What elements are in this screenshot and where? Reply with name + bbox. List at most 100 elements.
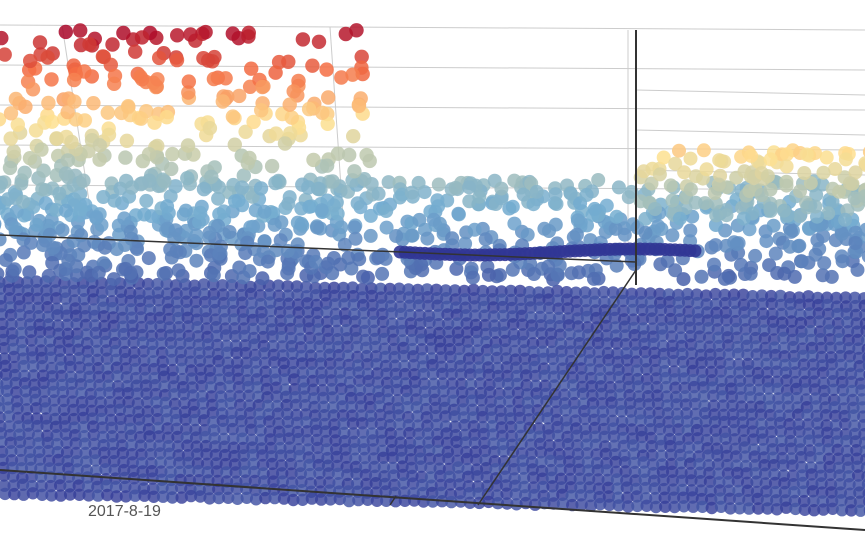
scatter-point[interactable]: [534, 446, 547, 459]
scatter-point[interactable]: [73, 361, 86, 374]
scatter-point[interactable]: [834, 226, 849, 241]
scatter-point[interactable]: [808, 199, 823, 214]
scatter-point[interactable]: [782, 221, 797, 236]
scatter-point[interactable]: [729, 450, 743, 463]
scatter-point[interactable]: [362, 153, 377, 169]
scatter-point[interactable]: [239, 346, 253, 360]
scatter-point[interactable]: [612, 499, 625, 512]
scatter-point[interactable]: [210, 321, 223, 334]
scatter-point[interactable]: [842, 176, 857, 191]
scatter-point[interactable]: [683, 223, 698, 238]
scatter-point[interactable]: [778, 477, 791, 490]
scatter-point[interactable]: [404, 228, 419, 243]
scatter-point[interactable]: [403, 299, 416, 312]
scatter-point[interactable]: [210, 465, 224, 478]
scatter-point[interactable]: [500, 487, 513, 500]
scatter-point[interactable]: [333, 492, 346, 506]
scatter-point[interactable]: [554, 328, 567, 341]
scatter-point[interactable]: [807, 358, 820, 371]
scatter-point[interactable]: [38, 385, 51, 398]
scatter-point[interactable]: [0, 175, 8, 191]
scatter-point[interactable]: [313, 476, 327, 489]
scatter-point[interactable]: [296, 357, 309, 370]
scatter-point[interactable]: [603, 498, 616, 512]
scatter-point[interactable]: [181, 439, 194, 452]
scatter-point[interactable]: [218, 71, 233, 86]
scatter-point[interactable]: [319, 62, 334, 77]
scatter-point[interactable]: [35, 182, 50, 197]
scatter-point[interactable]: [741, 348, 754, 361]
scatter-point[interactable]: [128, 44, 143, 59]
scatter-point[interactable]: [24, 461, 38, 474]
scatter-point[interactable]: [245, 423, 258, 436]
scatter-point[interactable]: [719, 180, 734, 195]
scatter-point[interactable]: [159, 110, 174, 125]
scatter-point[interactable]: [393, 290, 406, 303]
scatter-point[interactable]: [837, 393, 850, 406]
scatter-point[interactable]: [803, 434, 816, 447]
scatter-point[interactable]: [708, 196, 723, 211]
scatter-point[interactable]: [179, 413, 192, 426]
scatter-point[interactable]: [732, 347, 745, 361]
scatter-point[interactable]: [236, 432, 249, 445]
scatter-point[interactable]: [232, 88, 247, 104]
scatter-point[interactable]: [608, 221, 623, 236]
scatter-point[interactable]: [300, 416, 313, 429]
scatter-point[interactable]: [652, 167, 667, 182]
scatter-point[interactable]: [503, 395, 516, 408]
scatter-point[interactable]: [248, 465, 261, 479]
scatter-point[interactable]: [137, 345, 150, 358]
scatter-point[interactable]: [823, 324, 836, 337]
scatter-point[interactable]: [24, 235, 38, 250]
scatter-point[interactable]: [576, 387, 590, 400]
scatter-point[interactable]: [379, 204, 394, 218]
scatter-point[interactable]: [757, 315, 770, 328]
scatter-point[interactable]: [101, 488, 114, 502]
scatter-point[interactable]: [600, 319, 613, 333]
scatter-point[interactable]: [425, 342, 438, 355]
scatter-point[interactable]: [348, 315, 362, 328]
scatter-point[interactable]: [206, 406, 220, 419]
scatter-point[interactable]: [116, 25, 131, 41]
scatter-point[interactable]: [172, 311, 185, 325]
scatter-point[interactable]: [518, 352, 532, 365]
scatter-point[interactable]: [774, 298, 788, 312]
scatter-point[interactable]: [632, 380, 645, 393]
scatter-point[interactable]: [122, 395, 135, 409]
scatter-point[interactable]: [75, 387, 88, 400]
scatter-point[interactable]: [480, 470, 493, 484]
scatter-point[interactable]: [407, 358, 421, 372]
scatter-point[interactable]: [108, 455, 121, 468]
scatter-point[interactable]: [784, 306, 798, 319]
scatter-point[interactable]: [161, 422, 174, 435]
scatter-point[interactable]: [401, 401, 414, 414]
scatter-point[interactable]: [435, 351, 448, 364]
scatter-point[interactable]: [338, 298, 351, 311]
scatter-point[interactable]: [182, 320, 195, 333]
scatter-point[interactable]: [301, 306, 315, 319]
scatter-point[interactable]: [489, 463, 502, 476]
scatter-point[interactable]: [780, 501, 793, 514]
scatter-point[interactable]: [255, 313, 269, 326]
scatter-point[interactable]: [273, 433, 286, 446]
scatter-point[interactable]: [569, 227, 584, 242]
scatter-point[interactable]: [668, 263, 683, 278]
scatter-point[interactable]: [787, 340, 800, 354]
scatter-point[interactable]: [608, 311, 622, 325]
scatter-point[interactable]: [330, 450, 343, 464]
scatter-point[interactable]: [862, 488, 865, 500]
scatter-point[interactable]: [615, 405, 628, 418]
scatter-point[interactable]: [697, 390, 711, 403]
scatter-point[interactable]: [280, 398, 293, 412]
scatter-point[interactable]: [352, 252, 367, 267]
scatter-point[interactable]: [849, 299, 862, 313]
scatter-point[interactable]: [478, 444, 492, 458]
scatter-point[interactable]: [228, 313, 241, 326]
scatter-point[interactable]: [271, 407, 285, 420]
scatter-point[interactable]: [180, 138, 196, 153]
scatter-point[interactable]: [541, 259, 556, 274]
scatter-point[interactable]: [350, 196, 365, 211]
scatter-point[interactable]: [756, 433, 769, 446]
scatter-point[interactable]: [719, 297, 732, 310]
scatter-point[interactable]: [70, 318, 83, 331]
